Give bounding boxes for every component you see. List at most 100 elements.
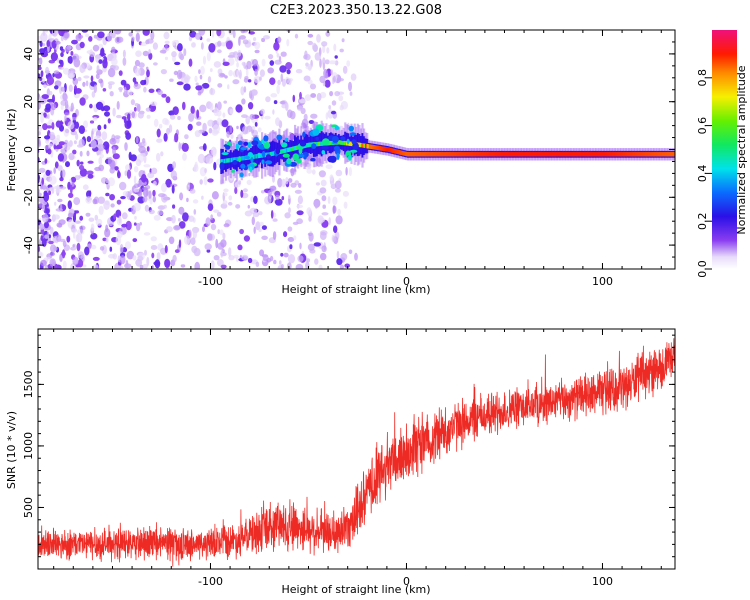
noise-blob — [157, 210, 164, 216]
signal-core — [409, 152, 412, 157]
noise-blob — [315, 182, 320, 186]
signal-core — [621, 152, 624, 157]
signal-core — [453, 152, 456, 157]
noise-blob — [200, 65, 205, 75]
noise-blob — [316, 34, 321, 43]
signal-core — [452, 152, 454, 157]
noise-blob — [97, 124, 102, 131]
snr-y-axis-title: SNR (10 * v/v) — [5, 411, 18, 489]
noise-blob — [67, 200, 73, 210]
noise-blob — [132, 255, 137, 261]
noise-blob — [62, 240, 67, 247]
noise-blob — [43, 112, 47, 118]
noise-blob — [105, 224, 109, 233]
signal-core — [536, 152, 539, 157]
signal-core — [611, 152, 614, 157]
signal-core — [608, 152, 611, 157]
noise-blob — [318, 170, 326, 178]
noise-blob — [287, 237, 295, 242]
signal-blob — [240, 147, 247, 151]
noise-blob — [101, 131, 108, 141]
signal-core — [222, 159, 225, 164]
signal-blob — [331, 135, 339, 143]
colorbar-tick-label: 0.8 — [696, 69, 709, 87]
noise-blob — [195, 32, 202, 40]
noise-blob — [148, 49, 151, 55]
noise-blob — [38, 192, 42, 197]
spectrogram-axes: -100 0 100 -40 -20 0 20 40 — [22, 30, 675, 288]
signal-core — [394, 149, 397, 154]
snr-frame — [37, 328, 676, 570]
noise-blob — [78, 164, 85, 171]
noise-blob — [198, 69, 201, 74]
noise-blob — [46, 88, 51, 97]
noise-blob — [112, 153, 120, 160]
noise-blob — [210, 223, 217, 231]
noise-blob — [181, 76, 189, 83]
noise-blob — [79, 150, 83, 157]
noise-blob — [125, 164, 131, 172]
noise-blob — [96, 65, 100, 72]
noise-blob — [319, 75, 326, 84]
noise-blob — [116, 114, 122, 119]
signal-core — [666, 152, 668, 157]
noise-blob — [328, 217, 332, 226]
signal-core — [541, 152, 544, 157]
noise-blob — [199, 179, 203, 185]
signal-blob — [282, 153, 290, 158]
noise-blob — [165, 96, 171, 104]
noise-blob — [210, 260, 215, 269]
noise-blob — [152, 42, 158, 50]
noise-blob — [309, 83, 317, 90]
noise-blob — [42, 203, 45, 212]
noise-blob — [280, 73, 284, 82]
noise-blob — [295, 69, 303, 74]
signal-core — [364, 143, 367, 149]
signal-core — [342, 140, 345, 146]
signal-core — [636, 152, 639, 157]
signal-core — [396, 149, 399, 154]
noise-blob — [125, 220, 132, 231]
noise-blob — [320, 179, 327, 187]
noise-blob — [72, 116, 77, 121]
noise-blob — [313, 198, 321, 208]
signal-core — [490, 152, 493, 157]
noise-blob — [253, 226, 256, 234]
noise-blob — [325, 112, 329, 120]
noise-blob — [237, 49, 242, 57]
signal-core — [428, 152, 431, 157]
noise-blob — [52, 73, 55, 78]
signal-core — [430, 152, 433, 157]
noise-blob — [116, 199, 122, 205]
signal-core — [295, 145, 298, 150]
signal-core — [602, 152, 605, 157]
signal-core — [422, 152, 425, 157]
noise-blob — [144, 249, 147, 256]
noise-blob — [332, 196, 338, 206]
noise-blob — [150, 245, 158, 250]
noise-blob — [45, 30, 49, 33]
noise-blob — [42, 213, 49, 223]
signal-core — [460, 152, 463, 157]
signal-core — [416, 152, 419, 157]
signal-core — [475, 152, 478, 157]
noise-blob — [122, 57, 127, 66]
noise-blob — [339, 48, 344, 53]
noise-blob — [182, 152, 187, 161]
signal-core — [662, 152, 665, 157]
noise-blob — [272, 218, 278, 222]
noise-blob — [182, 101, 186, 111]
noise-blob — [89, 103, 93, 109]
signal-core — [253, 154, 256, 159]
noise-blob — [283, 252, 289, 258]
noise-blob — [232, 79, 240, 85]
noise-blob — [28, 228, 34, 236]
signal-core — [285, 148, 287, 153]
noise-blob — [57, 198, 63, 203]
signal-core — [564, 152, 567, 157]
signal-core — [363, 143, 366, 148]
snr-y-tick-label: 1500 — [22, 370, 35, 398]
noise-blob — [44, 221, 49, 229]
signal-core — [556, 152, 559, 157]
signal-core — [640, 152, 643, 157]
